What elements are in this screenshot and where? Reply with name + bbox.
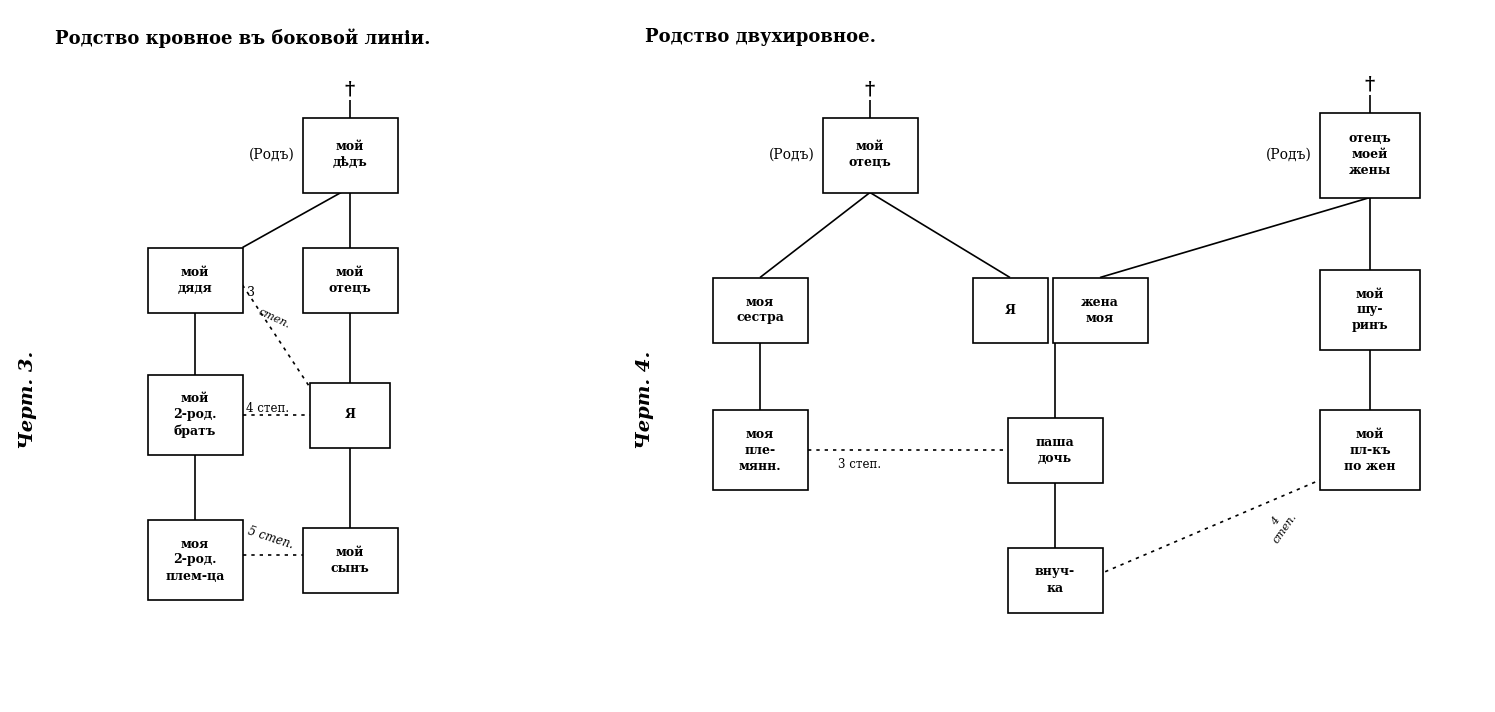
Bar (302, 117, 398, 192)
Text: †: † (345, 80, 356, 98)
Bar (1052, 278, 1148, 342)
Text: 4
степ.: 4 степ. (1262, 505, 1299, 545)
Bar (302, 528, 398, 592)
Text: мой
дядя: мой дядя (178, 266, 212, 295)
Text: †: † (1365, 75, 1375, 93)
Bar (1320, 112, 1420, 197)
Text: †: † (866, 80, 875, 98)
Text: мой
дѣдъ: мой дѣдъ (332, 140, 368, 169)
Text: паша
дочь: паша дочь (1036, 436, 1075, 464)
Text: Я: Я (344, 409, 356, 422)
Bar (822, 117, 918, 192)
Text: Черт. 3.: Черт. 3. (19, 351, 37, 449)
Bar (1320, 270, 1420, 350)
Bar (148, 520, 242, 600)
Text: жена
моя: жена моя (1081, 295, 1118, 325)
Bar (148, 375, 242, 455)
Text: мой
шу-
ринъ: мой шу- ринъ (1351, 288, 1389, 333)
Text: мой
сынъ: мой сынъ (330, 545, 369, 575)
Bar (1008, 417, 1102, 483)
Text: мой
пл-къ
по жен: мой пл-къ по жен (1344, 427, 1396, 473)
Bar (309, 382, 390, 448)
Text: моя
пле-
мянн.: моя пле- мянн. (739, 427, 782, 473)
Bar (302, 248, 398, 313)
Bar (973, 278, 1048, 342)
Text: степ.: степ. (257, 306, 292, 330)
Bar (1008, 548, 1102, 612)
Text: Я: Я (1005, 303, 1015, 317)
Text: мой
отецъ: мой отецъ (329, 266, 371, 295)
Bar (713, 410, 807, 490)
Text: мой
2-род.
братъ: мой 2-род. братъ (173, 392, 217, 438)
Text: Черт. 4.: Черт. 4. (635, 351, 653, 449)
Text: внуч-
ка: внуч- ка (1035, 565, 1075, 595)
Text: Родство кровное въ боковой линіи.: Родство кровное въ боковой линіи. (55, 28, 431, 48)
Text: (Родъ): (Родъ) (1266, 148, 1313, 162)
Text: 4 степ.: 4 степ. (247, 402, 290, 416)
Bar (1320, 410, 1420, 490)
Text: 3: 3 (247, 286, 254, 298)
Text: (Родъ): (Родъ) (768, 148, 815, 162)
Text: Родство двухировное.: Родство двухировное. (644, 28, 876, 46)
Text: мой
отецъ: мой отецъ (849, 140, 891, 169)
Text: отецъ
моей
жены: отецъ моей жены (1348, 132, 1392, 177)
Text: (Родъ): (Родъ) (248, 148, 295, 162)
Text: 3 степ.: 3 степ. (837, 459, 881, 471)
Bar (148, 248, 242, 313)
Text: 5 степ.: 5 степ. (247, 525, 296, 552)
Text: моя
2-род.
плем-ца: моя 2-род. плем-ца (166, 538, 224, 582)
Bar (713, 278, 807, 342)
Text: моя
сестра: моя сестра (736, 295, 783, 325)
